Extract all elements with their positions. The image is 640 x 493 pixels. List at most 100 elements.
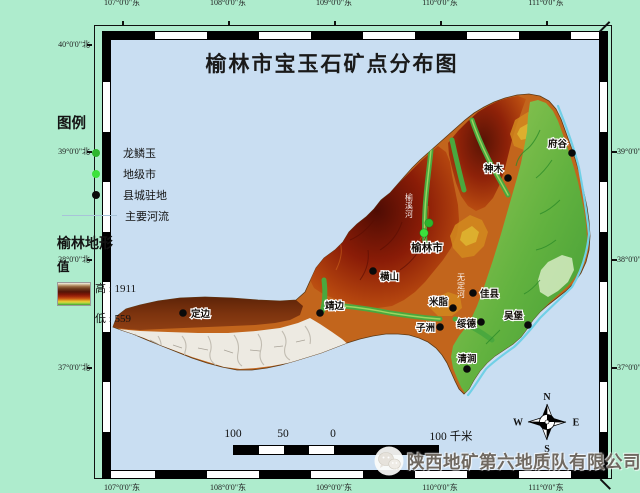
city-dot-靖边 — [316, 309, 324, 317]
city-dot-吴堡 — [524, 321, 532, 329]
city-label-米脂: 米脂 — [428, 296, 449, 308]
graticule-tick — [87, 259, 92, 261]
latitude-label: 37°0'0"北 — [58, 363, 90, 372]
compass-n-label: N — [543, 392, 551, 403]
legend-item-label: 地级市 — [123, 168, 156, 181]
graticule-tick — [612, 259, 617, 261]
city-label-定边: 定边 — [190, 308, 211, 320]
latitude-label: 40°0'0"北 — [58, 40, 90, 49]
city-dot-子洲 — [436, 323, 444, 331]
city-label-吴堡: 吴堡 — [504, 310, 524, 322]
scale-tick-label: 0 — [330, 428, 336, 440]
graticule-tick — [87, 44, 92, 46]
scale-segment — [234, 446, 259, 454]
legend-title: 图例 — [57, 116, 86, 132]
longitude-label: 109°0'0"东 — [316, 483, 352, 492]
frame-corner-fold — [600, 478, 611, 490]
compass-w-label: W — [513, 418, 523, 429]
scale-unit-label: 100 千米 — [429, 431, 473, 443]
scale-tick-label: 100 — [224, 428, 242, 440]
graticule-tick — [612, 151, 617, 153]
latitude-label: 39°0'0"北 — [58, 147, 90, 156]
city-dot-定边 — [179, 309, 187, 317]
legend-item-3: 主要河流 — [57, 205, 227, 226]
city-label-横山: 横山 — [380, 271, 399, 283]
latitude-label: 37°0'0"北 — [617, 363, 640, 372]
legend-items: 龙鳞玉地级市县城驻地主要河流 — [57, 142, 227, 226]
frame-band-top — [102, 31, 608, 40]
city-dot-榆林市 — [419, 228, 429, 238]
longitude-label: 109°0'0"东 — [316, 0, 352, 7]
scale-segment — [284, 446, 309, 454]
elevation-high-label: 高 : 1911 — [95, 283, 137, 295]
elevation-color-ramp — [57, 282, 91, 306]
scale-segment — [309, 446, 334, 454]
city-dot-神木 — [504, 174, 512, 182]
compass-rose: N S W E — [513, 392, 580, 455]
longitude-label: 108°0'0"东 — [210, 0, 246, 7]
longitude-label: 110°0'0"东 — [422, 483, 458, 492]
legend-item-label: 县城驻地 — [123, 189, 167, 202]
city-label-清涧: 清涧 — [457, 353, 476, 365]
legend-terrain-title: 榆林地形 — [57, 235, 113, 251]
city-label-榆林市: 榆林市 — [411, 241, 443, 254]
graticule-tick — [87, 151, 92, 153]
compass-e-label: E — [573, 418, 580, 429]
legend-panel: 图例 龙鳞玉地级市县城驻地主要河流 榆林地形 值 高 : 1911 低 : 55… — [57, 112, 227, 326]
legend-item-0: 龙鳞玉 — [57, 142, 227, 163]
elevation-ramp-block: 高 : 1911 低 : 559 — [57, 280, 227, 326]
city-dot-绥德 — [477, 318, 485, 326]
city-dot-府谷 — [568, 149, 576, 157]
elevation-low-label: 低 : 559 — [95, 313, 132, 325]
latitude-label: 39°0'0"北 — [617, 147, 640, 156]
city-label-绥德: 绥德 — [457, 318, 477, 330]
wechat-logo-icon — [374, 446, 404, 476]
compass-s-label: S — [544, 444, 550, 455]
terrain-texture — [113, 96, 587, 393]
dot-symbol — [81, 148, 111, 157]
map-canvas: 榆溪河 无定河 定边 靖边 横山 神木 府谷 佳县 米脂 绥德 子洲 吴堡 清涧 榆林市 — [111, 40, 599, 470]
river-label-榆溪河: 榆溪河 — [405, 192, 413, 219]
company-watermark: 陕西地矿第六地质队有限公司 — [374, 446, 640, 476]
city-dot-横山 — [369, 267, 377, 275]
graticule-tick — [334, 21, 336, 26]
dot-symbol — [81, 169, 111, 178]
longitude-label: 107°0'0"东 — [104, 0, 140, 7]
city-label-子洲: 子洲 — [416, 323, 435, 334]
page-title: 榆林市宝玉石矿点分布图 — [205, 52, 459, 76]
graticule-tick — [612, 367, 617, 369]
scale-segment — [259, 446, 284, 454]
graticule-tick — [546, 21, 548, 26]
scale-tick-label: 50 — [277, 428, 289, 440]
legend-value-label: 值 — [57, 260, 70, 274]
city-label-靖边: 靖边 — [325, 300, 345, 312]
city-label-府谷: 府谷 — [548, 138, 568, 150]
yellow-river-line — [466, 104, 591, 397]
city-label-神木: 神木 — [484, 163, 504, 175]
graticule-tick — [87, 367, 92, 369]
longitude-label: 111°0'0"东 — [528, 0, 564, 7]
longitude-label: 111°0'0"东 — [528, 483, 564, 492]
city-dot-清涧 — [463, 365, 471, 373]
latitude-label: 38°0'0"北 — [617, 255, 640, 264]
frame-band-left — [102, 31, 111, 479]
river-line-symbol — [62, 215, 117, 216]
longitude-label: 107°0'0"东 — [104, 483, 140, 492]
longitude-label: 110°0'0"东 — [422, 0, 458, 7]
latitude-label: 38°0'0"北 — [58, 255, 90, 264]
mine-point — [424, 218, 434, 228]
legend-item-label: 龙鳞玉 — [123, 147, 156, 160]
legend-item-2: 县城驻地 — [57, 184, 227, 205]
city-dot-佳县 — [469, 289, 477, 297]
company-name: 陕西地矿第六地质队有限公司 — [407, 451, 640, 472]
legend-item-label: 主要河流 — [125, 210, 169, 223]
graticule-tick — [440, 21, 442, 26]
longitude-label: 108°0'0"东 — [210, 483, 246, 492]
dot-symbol — [81, 190, 111, 199]
legend-item-1: 地级市 — [57, 163, 227, 184]
graticule-tick — [122, 21, 124, 26]
